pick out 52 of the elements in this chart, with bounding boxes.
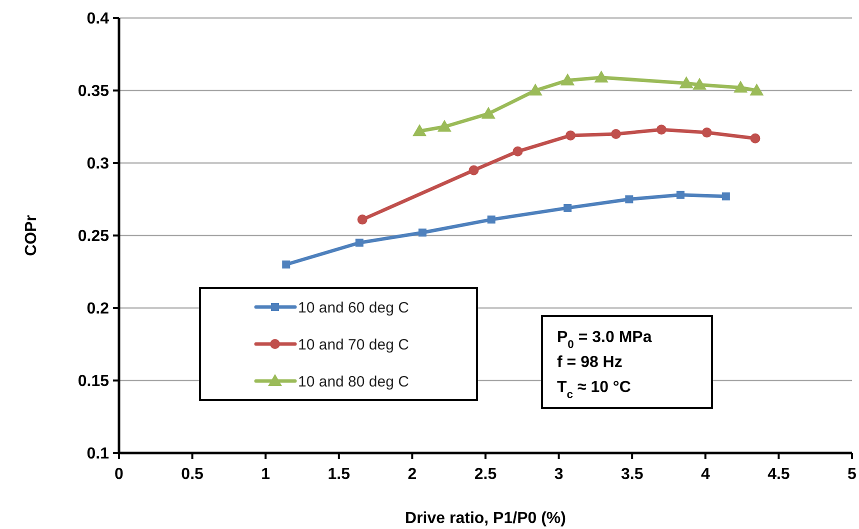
point (418, 228, 426, 237)
x-tick-label: 0.5 (181, 466, 204, 483)
point (734, 80, 748, 93)
point (750, 133, 760, 144)
y-tick-label: 0.4 (86, 10, 110, 28)
point (656, 124, 666, 135)
y-tick-label: 0.35 (78, 83, 110, 100)
x-axis-title: Drive ratio, P1/P0 (%) (405, 510, 566, 527)
point (355, 238, 364, 247)
point (357, 214, 368, 225)
point (702, 128, 712, 138)
point (625, 195, 634, 204)
y-axis-title: COPr (23, 215, 40, 256)
annotation: P$_{0}$ = 3.0 MPa (557, 329, 652, 351)
x-tick-label: 2.5 (474, 466, 497, 483)
x-tick-label: 3 (554, 466, 564, 483)
point (412, 124, 427, 136)
point (750, 84, 764, 96)
point (722, 192, 730, 200)
point (481, 106, 496, 119)
annotation: T$_{c}$ ≈ 10 °C (557, 379, 632, 401)
point (487, 216, 496, 224)
x-tick-label: 1.5 (328, 466, 350, 483)
x-tick-label: 2 (408, 466, 417, 483)
y-tick-label: 0.25 (78, 228, 110, 246)
point (468, 165, 479, 176)
point (282, 260, 290, 268)
y-tick-label: 0.1 (86, 446, 110, 463)
y-tick-label: 0.3 (86, 156, 110, 173)
x-tick-label: 4 (700, 466, 710, 483)
legend-label: 10 and 80 deg C (298, 373, 410, 390)
x-tick-label: 1 (261, 466, 270, 483)
annotation: f = 98 Hz (557, 354, 622, 371)
legend-label: 10 and 70 deg C (298, 336, 410, 354)
point (512, 146, 523, 156)
point (679, 76, 694, 88)
point (610, 129, 621, 139)
x-tick-label: 4.5 (768, 466, 790, 483)
legend-label: 10 and 60 deg C (298, 299, 410, 316)
point (692, 78, 707, 90)
y-tick-label: 0.15 (78, 373, 110, 390)
y-tick-label: 0.2 (86, 300, 110, 318)
point (564, 204, 572, 212)
x-tick-label: 3.5 (620, 466, 644, 483)
point (560, 73, 575, 86)
point (528, 84, 542, 96)
x-tick-label: 0 (114, 466, 124, 483)
point (676, 190, 684, 199)
point (594, 70, 608, 82)
x-tick-label: 5 (848, 466, 857, 483)
point (437, 120, 452, 132)
point (566, 130, 576, 140)
